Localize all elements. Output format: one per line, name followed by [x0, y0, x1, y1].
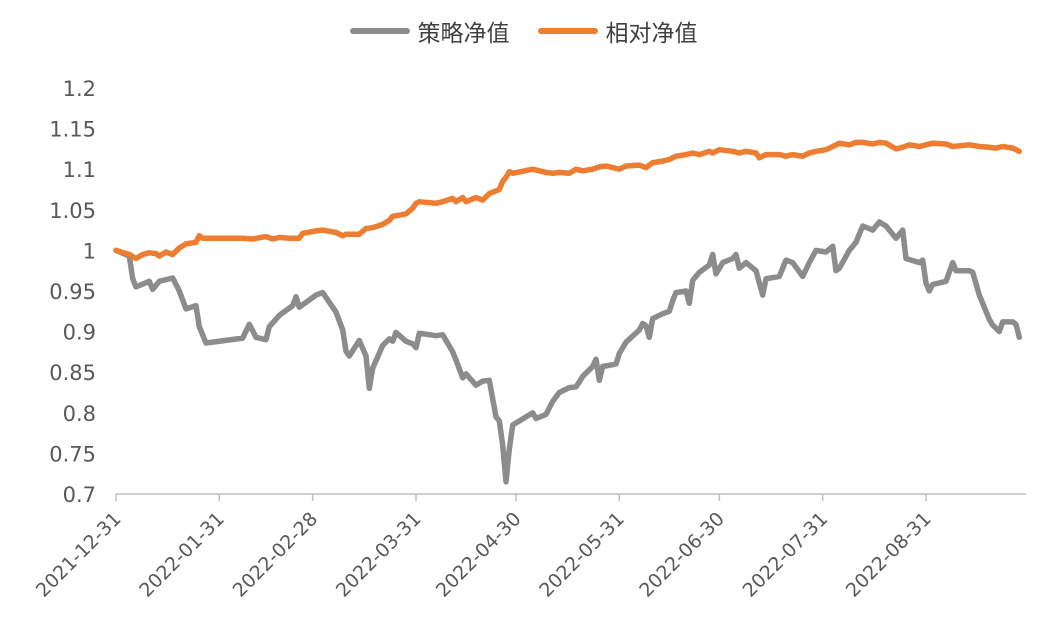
chart-legend: 策略净值 相对净值	[0, 14, 1047, 48]
legend-swatch-strategy	[349, 28, 410, 34]
x-tick-label: 2022-06-30	[635, 508, 729, 602]
y-tick-label: 0.9	[63, 321, 96, 345]
x-tick-label: 2021-12-31	[32, 508, 126, 602]
y-tick-label: 1.2	[63, 77, 96, 101]
x-tick-label: 2022-01-31	[135, 508, 229, 602]
series-layer	[113, 139, 1023, 485]
y-tick-label: 1	[83, 239, 96, 263]
y-tick-label: 0.75	[49, 442, 96, 466]
y-tick-label: 1.1	[63, 158, 96, 182]
x-tick-label: 2022-02-28	[229, 508, 323, 602]
x-tick-label: 2022-07-31	[739, 508, 833, 602]
x-tick-label: 2022-04-30	[432, 508, 526, 602]
y-tick-label: 1.05	[49, 199, 96, 223]
legend-label-strategy: 策略净值	[417, 21, 510, 47]
axes: 1.2 1.15 1.1 1.05 1 0.95 0.9 0.85 0.8 0.75 0.72021…	[32, 77, 1026, 602]
series-line-1	[113, 139, 1023, 262]
y-tick-label: 0.7	[63, 483, 96, 507]
legend-swatch-relative	[537, 28, 598, 34]
x-tick-label: 2022-08-31	[842, 508, 936, 602]
x-tick-label: 2022-05-31	[535, 508, 629, 602]
y-tick-label: 0.95	[49, 280, 96, 304]
x-tick-label: 2022-03-31	[332, 508, 426, 602]
y-tick-label: 1.15	[49, 118, 96, 142]
y-tick-label: 0.85	[49, 361, 96, 385]
series-line-0	[113, 219, 1023, 485]
legend-item-strategy: 策略净值	[349, 14, 510, 48]
legend-label-relative: 相对净值	[605, 21, 698, 47]
y-tick-label: 0.8	[63, 402, 96, 426]
legend-item-relative: 相对净值	[537, 14, 698, 48]
